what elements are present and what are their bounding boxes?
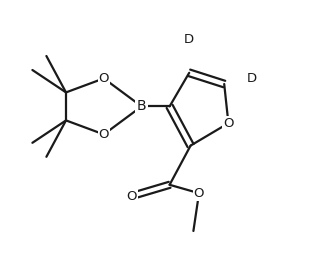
Text: B: B	[137, 99, 146, 113]
Text: O: O	[127, 190, 137, 202]
Text: O: O	[194, 187, 204, 200]
Text: O: O	[223, 117, 234, 130]
Text: D: D	[184, 33, 194, 46]
Text: O: O	[99, 128, 109, 141]
Text: O: O	[99, 72, 109, 85]
Text: D: D	[247, 72, 257, 85]
